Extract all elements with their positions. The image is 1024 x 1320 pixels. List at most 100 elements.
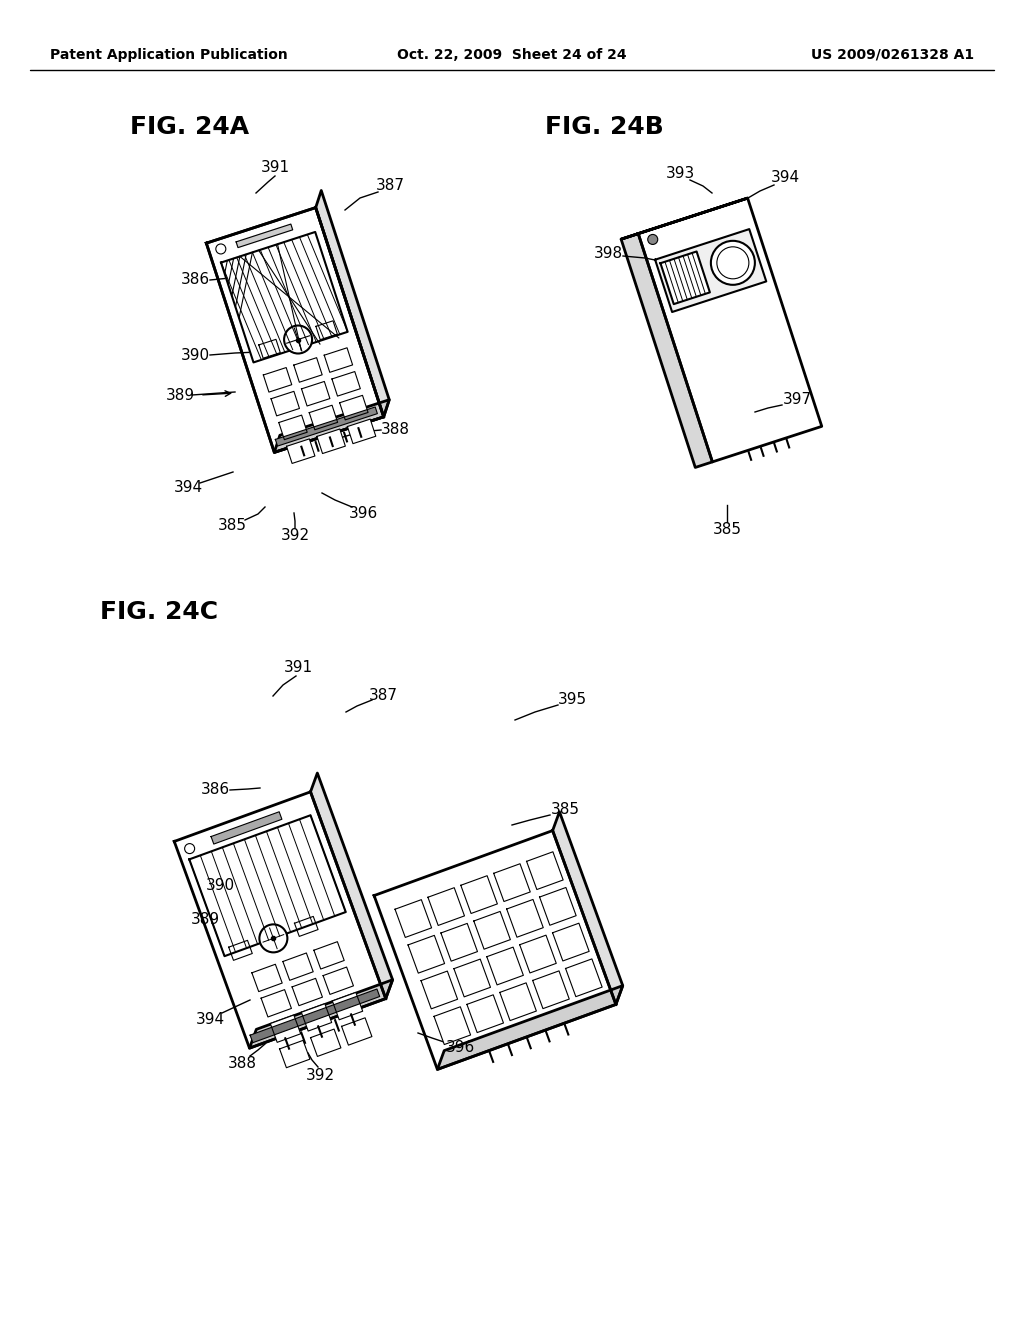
Text: 395: 395 [557,693,587,708]
Polygon shape [500,983,537,1020]
Text: Patent Application Publication: Patent Application Publication [50,48,288,62]
Text: 387: 387 [369,688,397,702]
Circle shape [259,924,288,952]
Polygon shape [421,972,458,1008]
Polygon shape [189,816,346,956]
Text: 394: 394 [770,170,800,186]
Text: 387: 387 [376,177,404,193]
Polygon shape [294,358,323,383]
Polygon shape [174,792,386,1048]
Polygon shape [259,339,281,358]
Polygon shape [553,812,623,1005]
Polygon shape [565,958,602,997]
Polygon shape [292,978,323,1006]
Polygon shape [317,429,345,454]
Text: 397: 397 [782,392,812,408]
Polygon shape [309,405,338,430]
Polygon shape [347,420,376,444]
Text: 385: 385 [217,517,247,532]
Polygon shape [655,230,766,312]
Polygon shape [261,990,292,1016]
Text: 385: 385 [551,803,580,817]
Text: 390: 390 [206,878,234,892]
Text: Oct. 22, 2009  Sheet 24 of 24: Oct. 22, 2009 Sheet 24 of 24 [397,48,627,62]
Polygon shape [332,371,360,396]
Polygon shape [408,936,444,973]
Polygon shape [622,234,713,467]
Polygon shape [310,1030,341,1056]
Text: 394: 394 [196,1012,224,1027]
Polygon shape [295,916,318,936]
Polygon shape [540,887,577,925]
Polygon shape [494,863,530,902]
Polygon shape [520,935,556,973]
Polygon shape [638,198,822,462]
Text: 386: 386 [180,272,210,288]
Text: 396: 396 [445,1040,475,1056]
Text: 391: 391 [260,161,290,176]
Circle shape [711,240,755,285]
Circle shape [184,843,195,854]
Polygon shape [324,968,353,994]
Text: US 2009/0261328 A1: US 2009/0261328 A1 [811,48,974,62]
Polygon shape [206,207,384,453]
Polygon shape [437,986,623,1069]
Text: 386: 386 [201,783,229,797]
Polygon shape [279,414,307,440]
Text: 394: 394 [173,480,203,495]
Polygon shape [454,960,490,997]
Polygon shape [275,407,378,446]
Polygon shape [622,198,748,239]
Polygon shape [333,993,362,1020]
Text: FIG. 24C: FIG. 24C [100,601,218,624]
Polygon shape [660,252,710,304]
Polygon shape [314,941,344,969]
Text: FIG. 24A: FIG. 24A [130,115,249,139]
Text: 396: 396 [348,506,378,520]
Polygon shape [211,812,282,843]
Polygon shape [250,979,392,1048]
Text: 385: 385 [713,523,741,537]
Text: 389: 389 [190,912,219,928]
Polygon shape [434,1007,471,1044]
Polygon shape [270,1015,301,1043]
Polygon shape [237,224,293,248]
Text: 390: 390 [180,347,210,363]
Polygon shape [532,972,569,1008]
Text: 388: 388 [227,1056,256,1071]
Polygon shape [486,948,523,985]
Circle shape [284,326,312,354]
Polygon shape [315,321,337,339]
Polygon shape [250,989,380,1043]
Polygon shape [553,923,589,961]
Polygon shape [461,875,498,913]
Polygon shape [274,400,389,453]
Circle shape [648,235,657,244]
Polygon shape [252,964,283,991]
Text: 393: 393 [666,165,694,181]
Polygon shape [221,232,347,363]
Polygon shape [310,774,392,998]
Polygon shape [395,900,431,937]
Text: 392: 392 [281,528,309,543]
Text: 391: 391 [284,660,312,676]
Circle shape [717,247,749,279]
Polygon shape [441,924,477,961]
Polygon shape [325,347,352,372]
Polygon shape [467,995,504,1032]
Polygon shape [228,940,252,961]
Polygon shape [315,190,389,417]
Text: 398: 398 [594,246,623,260]
Text: 389: 389 [166,388,195,403]
Polygon shape [474,911,510,949]
Text: 392: 392 [305,1068,335,1082]
Circle shape [216,244,226,253]
Polygon shape [374,830,615,1069]
Polygon shape [428,887,465,925]
Polygon shape [301,381,330,407]
Polygon shape [342,1018,372,1045]
Polygon shape [526,851,563,890]
Polygon shape [271,391,299,416]
Text: FIG. 24B: FIG. 24B [545,115,664,139]
Polygon shape [340,396,368,420]
